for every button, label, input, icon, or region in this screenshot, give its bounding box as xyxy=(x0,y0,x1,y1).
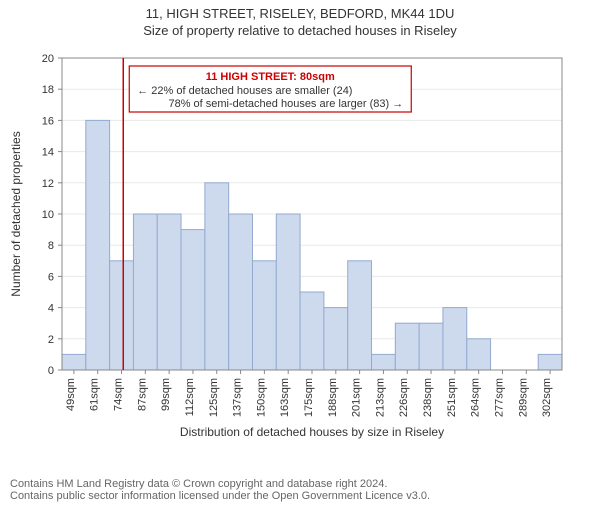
svg-text:302sqm: 302sqm xyxy=(541,378,553,417)
svg-text:163sqm: 163sqm xyxy=(279,378,291,417)
svg-text:10: 10 xyxy=(42,209,54,221)
svg-text:12: 12 xyxy=(42,178,54,190)
svg-text:18: 18 xyxy=(42,84,54,96)
svg-text:← 22% of detached houses are s: ← 22% of detached houses are smaller (24… xyxy=(137,85,352,97)
svg-text:226sqm: 226sqm xyxy=(398,378,410,417)
page-title-address: 11, HIGH STREET, RISELEY, BEDFORD, MK44 … xyxy=(0,6,600,21)
footer-line1: Contains HM Land Registry data © Crown c… xyxy=(10,478,430,490)
svg-text:188sqm: 188sqm xyxy=(327,378,339,417)
svg-text:213sqm: 213sqm xyxy=(374,378,386,417)
svg-text:4: 4 xyxy=(48,303,54,315)
svg-text:Number of detached properties: Number of detached properties xyxy=(9,131,23,296)
svg-text:99sqm: 99sqm xyxy=(160,378,172,411)
svg-text:Distribution of detached house: Distribution of detached houses by size … xyxy=(180,425,444,439)
svg-text:150sqm: 150sqm xyxy=(255,378,267,417)
svg-text:0: 0 xyxy=(48,365,54,377)
svg-text:137sqm: 137sqm xyxy=(232,378,244,417)
svg-text:11 HIGH STREET: 80sqm: 11 HIGH STREET: 80sqm xyxy=(206,71,335,83)
svg-text:8: 8 xyxy=(48,240,54,252)
svg-text:125sqm: 125sqm xyxy=(208,378,220,417)
svg-text:16: 16 xyxy=(42,115,54,127)
svg-text:201sqm: 201sqm xyxy=(351,378,363,417)
svg-text:14: 14 xyxy=(42,147,54,159)
histogram-chart: 0 2 4 6 8 10 12 14 16 18 20 49sqm 61sqm 74sqm 87sqm 99s… xyxy=(0,52,600,452)
svg-text:87sqm: 87sqm xyxy=(136,378,148,411)
svg-text:2: 2 xyxy=(48,334,54,346)
svg-text:49sqm: 49sqm xyxy=(65,378,77,411)
svg-text:6: 6 xyxy=(48,271,54,283)
svg-text:175sqm: 175sqm xyxy=(303,378,315,417)
svg-text:20: 20 xyxy=(42,53,54,65)
svg-text:289sqm: 289sqm xyxy=(517,378,529,417)
svg-text:74sqm: 74sqm xyxy=(113,378,125,411)
svg-text:61sqm: 61sqm xyxy=(89,378,101,411)
page-title-desc: Size of property relative to detached ho… xyxy=(0,23,600,38)
svg-text:112sqm: 112sqm xyxy=(184,378,196,416)
svg-text:238sqm: 238sqm xyxy=(422,378,434,417)
svg-text:277sqm: 277sqm xyxy=(493,378,505,417)
svg-text:78% of semi-detached houses ar: 78% of semi-detached houses are larger (… xyxy=(168,98,403,110)
svg-text:251sqm: 251sqm xyxy=(446,378,458,417)
svg-text:264sqm: 264sqm xyxy=(470,378,482,417)
footer-line3: Contains public sector information licen… xyxy=(10,490,430,502)
footer-attribution: Contains HM Land Registry data © Crown c… xyxy=(10,478,430,502)
